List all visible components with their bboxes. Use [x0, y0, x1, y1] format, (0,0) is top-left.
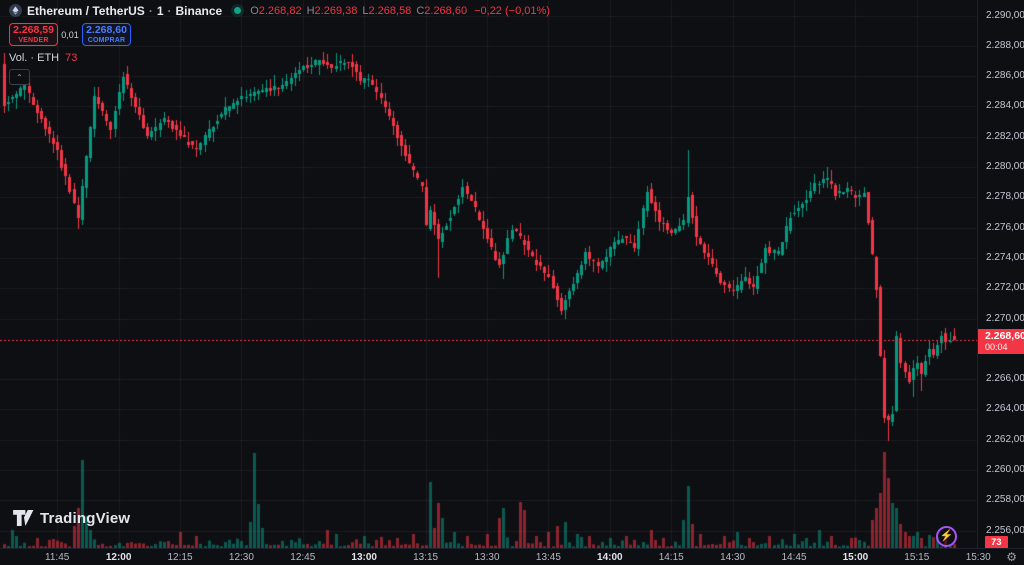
price-axis-label: 2.258,00: [986, 494, 1024, 506]
symbol-row: Ethereum / TetherUS · 1 · Binance O2.268…: [9, 3, 550, 18]
buy-button[interactable]: 2.268,60 COMPRAR: [82, 23, 131, 46]
volume-indicator-label[interactable]: Vol. · ETH: [9, 52, 60, 64]
time-axis-label: 12:00: [105, 552, 132, 563]
spread-value: 0,01: [61, 29, 79, 40]
ohlc-readout: O2.268,82 H2.269,38 L2.268,58 C2.268,60 …: [250, 4, 550, 17]
price-axis-label: 2.280,00: [986, 161, 1024, 172]
time-axis-label: 14:15: [658, 552, 684, 563]
separator: ·: [167, 3, 172, 18]
volume-axis-badge: 73: [985, 536, 1008, 549]
price-axis-label: 2.290,00: [986, 9, 1024, 21]
settings-gear-icon[interactable]: ⚙: [1006, 550, 1017, 564]
time-axis-label: 15:00: [842, 552, 869, 563]
price-axis-label: 2.282,00: [986, 130, 1024, 142]
chart-legend: Ethereum / TetherUS · 1 · Binance O2.268…: [9, 3, 550, 85]
time-axis-label: 12:15: [167, 552, 193, 563]
volume-legend: Vol. · ETH 73: [9, 52, 550, 64]
tradingview-logo-icon: [13, 510, 34, 527]
price-axis-label: 2.262,00: [986, 433, 1024, 445]
price-axis-label: 2.276,00: [986, 221, 1024, 233]
exchange-label[interactable]: Binance: [175, 3, 223, 18]
ethereum-icon: [9, 4, 22, 17]
time-axis-label: 12:30: [228, 552, 254, 563]
sell-button[interactable]: 2.268,59 VENDER: [9, 23, 58, 46]
time-axis-label: 15:30: [965, 552, 991, 563]
tradingview-logo-text: TradingView: [40, 510, 131, 527]
price-axis-label: 2.288,00: [986, 39, 1024, 51]
time-axis-label: 13:00: [351, 552, 377, 563]
collapse-pane-button[interactable]: ⌃: [9, 69, 30, 85]
time-axis-label: 11:45: [45, 552, 70, 563]
change-readout: −0,22 (−0,01%): [474, 4, 550, 17]
time-axis-label: 13:15: [413, 552, 439, 563]
price-axis-label: 2.270,00: [986, 312, 1024, 324]
trade-panel: 2.268,59 VENDER 0,01 2.268,60 COMPRAR: [9, 23, 550, 46]
price-axis-label: 2.264,00: [986, 403, 1024, 415]
interval-label[interactable]: 1: [156, 3, 164, 18]
price-axis-label: 2.256,00: [986, 524, 1024, 536]
time-axis[interactable]: ⚙ 11:45 12:00 12:15 12:30 12:45 13:00 13:15 13:…: [0, 548, 1024, 565]
price-axis-label: 2.286,00: [986, 70, 1024, 82]
volume-value: 73: [65, 52, 78, 64]
symbol-name[interactable]: Ethereum / TetherUS: [27, 3, 145, 18]
separator: ·: [148, 3, 153, 18]
lightning-button[interactable]: ⚡: [936, 526, 957, 547]
current-price-value: 2.268,60: [985, 329, 1024, 342]
market-status-icon[interactable]: [234, 7, 242, 14]
tradingview-watermark[interactable]: TradingView: [13, 510, 130, 527]
time-axis-label: 14:45: [781, 552, 807, 563]
price-axis[interactable]: 2.268,60 00:04 73 2.290,00 2.288,00 2.286,…: [977, 0, 1024, 549]
lightning-icon: ⚡: [939, 530, 954, 542]
time-axis-label: 14:00: [597, 552, 623, 563]
time-axis-label: 12:45: [290, 552, 316, 563]
price-axis-label: 2.274,00: [986, 251, 1024, 263]
price-axis-label: 2.284,00: [986, 100, 1024, 112]
price-axis-label: 2.266,00: [986, 373, 1024, 385]
time-axis-label: 15:15: [904, 552, 930, 563]
price-axis-label: 2.272,00: [986, 282, 1024, 294]
price-axis-label: 2.278,00: [986, 191, 1024, 203]
price-axis-label: 2.260,00: [986, 464, 1024, 475]
time-axis-label: 14:30: [720, 552, 746, 563]
current-price-label: 2.268,60 00:04: [978, 328, 1024, 354]
bar-countdown: 00:04: [985, 341, 1008, 352]
chevron-up-icon: ⌃: [16, 72, 23, 82]
time-axis-label: 13:30: [474, 552, 500, 563]
time-axis-label: 13:45: [535, 552, 561, 563]
candlestick-chart-canvas[interactable]: [0, 0, 977, 548]
